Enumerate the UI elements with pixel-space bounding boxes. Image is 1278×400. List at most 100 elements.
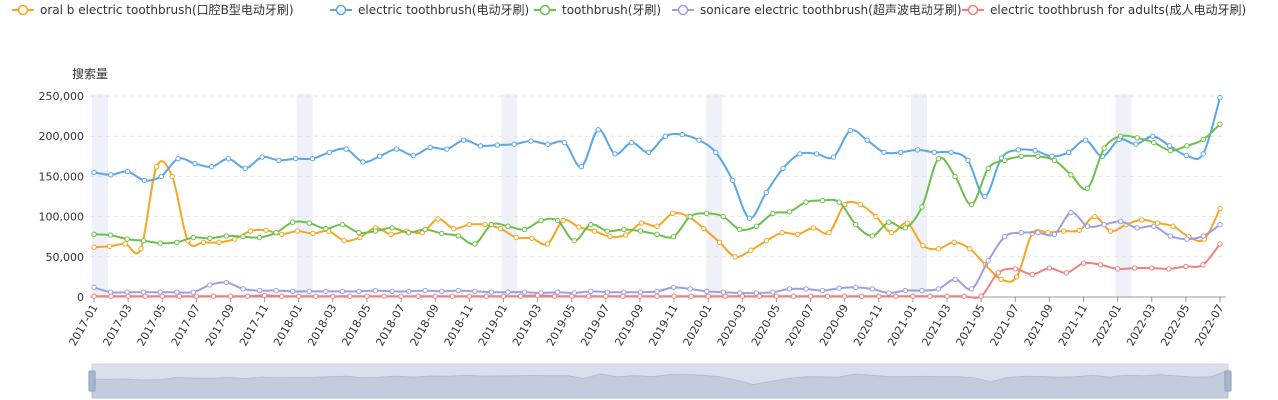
data-point[interactable] <box>494 142 501 148</box>
data-point[interactable] <box>1035 153 1041 160</box>
data-point[interactable] <box>931 149 937 155</box>
data-point[interactable] <box>1097 262 1104 268</box>
data-point[interactable] <box>1029 271 1036 278</box>
data-point[interactable] <box>654 231 660 237</box>
data-point[interactable] <box>603 293 609 299</box>
data-point[interactable] <box>588 221 594 228</box>
data-point[interactable] <box>935 156 942 162</box>
data-point[interactable] <box>763 238 770 244</box>
data-point[interactable] <box>276 157 282 164</box>
data-point[interactable] <box>432 293 438 299</box>
data-point[interactable] <box>813 151 820 157</box>
data-point[interactable] <box>488 289 495 295</box>
data-point[interactable] <box>200 239 207 246</box>
data-point[interactable] <box>323 225 329 232</box>
data-point[interactable] <box>306 220 312 226</box>
data-point[interactable] <box>836 285 842 291</box>
data-point[interactable] <box>343 146 349 152</box>
data-point[interactable] <box>444 146 450 152</box>
data-point[interactable] <box>278 231 285 237</box>
data-point[interactable] <box>705 293 711 299</box>
data-point[interactable] <box>968 286 975 292</box>
data-point[interactable] <box>263 227 269 233</box>
data-point[interactable] <box>91 231 97 237</box>
data-point[interactable] <box>517 293 524 299</box>
data-point[interactable] <box>223 279 230 286</box>
data-point[interactable] <box>1051 231 1058 237</box>
data-point[interactable] <box>1217 121 1223 127</box>
data-point[interactable] <box>207 235 213 242</box>
data-point[interactable] <box>377 153 383 160</box>
data-point[interactable] <box>1217 205 1223 212</box>
data-point[interactable] <box>713 149 719 155</box>
data-point[interactable] <box>1084 223 1091 229</box>
data-point[interactable] <box>688 293 694 299</box>
data-point[interactable] <box>138 246 144 252</box>
data-point[interactable] <box>876 293 882 299</box>
data-point[interactable] <box>914 147 921 153</box>
data-point[interactable] <box>174 289 180 295</box>
data-point[interactable] <box>790 293 797 299</box>
data-point[interactable] <box>208 164 215 170</box>
data-point[interactable] <box>935 286 942 292</box>
data-point[interactable] <box>124 168 131 175</box>
data-point[interactable] <box>756 293 763 299</box>
data-point[interactable] <box>1184 143 1190 149</box>
data-point[interactable] <box>1217 221 1223 228</box>
data-point[interactable] <box>554 217 561 224</box>
data-point[interactable] <box>748 247 754 254</box>
data-point[interactable] <box>1217 241 1223 247</box>
data-point[interactable] <box>902 225 909 231</box>
data-point[interactable] <box>571 238 577 244</box>
data-point[interactable] <box>927 293 933 299</box>
data-point[interactable] <box>853 221 859 228</box>
data-point[interactable] <box>1200 233 1207 239</box>
data-point[interactable] <box>753 223 760 229</box>
data-point[interactable] <box>920 242 926 249</box>
data-point[interactable] <box>545 141 551 147</box>
data-point[interactable] <box>1015 147 1022 153</box>
data-point[interactable] <box>122 241 128 247</box>
data-point[interactable] <box>786 209 793 215</box>
data-point[interactable] <box>405 229 412 236</box>
data-point[interactable] <box>1018 153 1024 160</box>
data-point[interactable] <box>819 197 826 204</box>
data-point[interactable] <box>1068 209 1074 216</box>
data-point[interactable] <box>978 293 984 299</box>
data-point[interactable] <box>528 138 534 144</box>
data-point[interactable] <box>356 229 362 236</box>
data-point[interactable] <box>803 199 809 205</box>
data-point[interactable] <box>323 288 329 295</box>
data-point[interactable] <box>670 234 677 240</box>
data-point[interactable] <box>1217 94 1223 101</box>
data-point[interactable] <box>292 156 299 162</box>
data-point[interactable] <box>534 292 541 299</box>
data-point[interactable] <box>1060 228 1067 234</box>
data-point[interactable] <box>256 234 263 241</box>
data-point[interactable] <box>108 293 114 299</box>
data-point[interactable] <box>357 234 363 241</box>
data-point[interactable] <box>1200 136 1207 143</box>
data-point[interactable] <box>1166 266 1172 272</box>
data-point[interactable] <box>944 293 950 299</box>
data-point[interactable] <box>1101 145 1107 151</box>
data-point[interactable] <box>422 226 428 233</box>
data-point[interactable] <box>985 165 991 172</box>
data-point[interactable] <box>488 221 495 228</box>
data-point[interactable] <box>216 239 222 246</box>
data-point[interactable] <box>995 270 1001 276</box>
data-point[interactable] <box>1200 262 1206 268</box>
data-point[interactable] <box>795 231 801 237</box>
data-point[interactable] <box>1170 223 1176 229</box>
data-point[interactable] <box>951 239 957 246</box>
data-point[interactable] <box>864 137 870 143</box>
data-point[interactable] <box>232 236 238 242</box>
data-point[interactable] <box>261 292 268 299</box>
data-point[interactable] <box>256 287 263 294</box>
data-point[interactable] <box>310 230 316 237</box>
data-point[interactable] <box>415 293 421 299</box>
data-point[interactable] <box>483 293 490 299</box>
data-point[interactable] <box>207 282 213 288</box>
data-point[interactable] <box>967 246 973 252</box>
data-point[interactable] <box>175 156 181 162</box>
